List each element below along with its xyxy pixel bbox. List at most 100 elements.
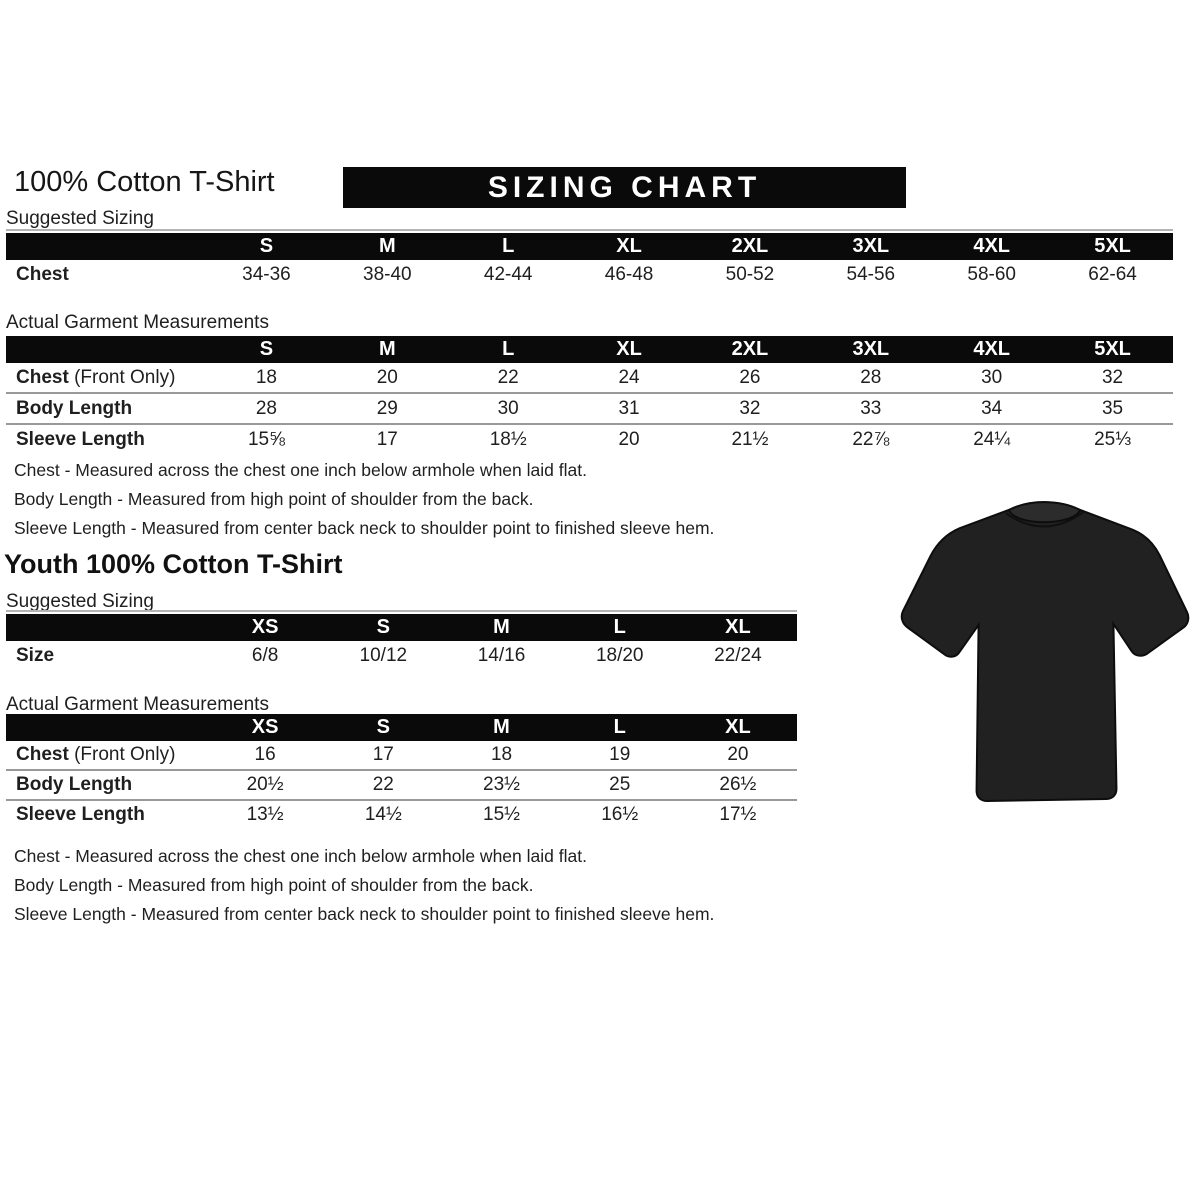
row-label-text: Size xyxy=(16,645,55,666)
note-body-length: Body Length - Measured from high point o… xyxy=(14,489,534,509)
measurement-value: 18 xyxy=(255,366,277,388)
row-label: Chest xyxy=(6,264,206,286)
adult-body-length-row: Body Length 28 29 30 31 32 33 34 35 xyxy=(6,394,1173,425)
row-label-text: Sleeve Length xyxy=(16,804,145,825)
size-header-2xl: 2XL xyxy=(731,235,769,257)
measurement-value: 35 xyxy=(1101,397,1124,419)
youth-suggested-header-row: XS S M L XL xyxy=(6,614,797,641)
chest-value: 54-56 xyxy=(846,264,896,285)
adult-suggested-table: S M L XL 2XL 3XL 4XL 5XL Chest 34-36 38-… xyxy=(6,229,1173,290)
chest-value: 50-52 xyxy=(725,264,775,285)
youth-actual-table: XS S M L XL Chest (Front Only) 16 17 18 … xyxy=(6,714,797,829)
size-header-4xl: 4XL xyxy=(973,338,1011,360)
size-value: 10/12 xyxy=(359,645,408,666)
measurement-value: 24¼ xyxy=(973,428,1011,450)
size-header-l: L xyxy=(502,235,515,257)
row-label: Chest (Front Only) xyxy=(6,367,206,389)
measurement-value: 30 xyxy=(497,397,519,419)
measurement-value: 15⅝ xyxy=(247,428,285,450)
chest-value: 46-48 xyxy=(604,264,654,285)
size-header-5xl: 5XL xyxy=(1094,235,1131,257)
measurement-value: 26 xyxy=(739,366,761,388)
row-label-suffix: (Front Only) xyxy=(68,366,176,388)
size-value: 6/8 xyxy=(251,645,279,666)
size-header-2xl: 2XL xyxy=(731,338,769,360)
youth-chest-front-row: Chest (Front Only) 16 17 18 19 20 xyxy=(6,741,797,771)
black-tshirt-image xyxy=(893,486,1195,806)
note-body-length: Body Length - Measured from high point o… xyxy=(14,875,534,895)
measurement-value: 20 xyxy=(376,366,398,388)
measurement-value: 29 xyxy=(376,397,398,419)
note-chest: Chest - Measured across the chest one in… xyxy=(14,846,587,866)
measurement-value: 20 xyxy=(618,428,640,450)
measurement-value: 17 xyxy=(376,428,398,450)
table-top-rule xyxy=(6,229,1173,231)
youth-actual-measurements-label: Actual Garment Measurements xyxy=(6,694,269,715)
size-header-s: S xyxy=(376,716,390,738)
row-label: Sleeve Length xyxy=(6,429,206,451)
size-header-xl: XL xyxy=(725,716,751,738)
row-label-text: Chest xyxy=(16,744,69,765)
youth-body-length-row: Body Length 20½ 22 23½ 25 26½ xyxy=(6,771,797,801)
measurement-value: 32 xyxy=(739,397,761,419)
measurement-value: 22 xyxy=(497,366,519,388)
measurement-value: 17½ xyxy=(719,804,757,825)
size-header-3xl: 3XL xyxy=(852,235,890,257)
measurement-value: 30 xyxy=(981,366,1003,388)
adult-actual-table: S M L XL 2XL 3XL 4XL 5XL Chest (Front On… xyxy=(6,336,1173,454)
chest-value: 38-40 xyxy=(363,264,412,285)
sizing-chart-banner: SIZING CHART xyxy=(343,167,906,208)
chest-value: 62-64 xyxy=(1088,264,1137,285)
measurement-value: 25⅓ xyxy=(1094,428,1132,450)
row-label: Sleeve Length xyxy=(6,804,206,826)
size-header-3xl: 3XL xyxy=(852,338,890,360)
note-chest: Chest - Measured across the chest one in… xyxy=(14,460,587,480)
size-header-xs: XS xyxy=(251,716,279,738)
adult-measurement-notes: Chest - Measured across the chest one in… xyxy=(14,456,714,543)
measurement-value: 18½ xyxy=(489,428,527,450)
measurement-value: 18 xyxy=(490,744,513,765)
row-label-suffix: (Front Only) xyxy=(68,744,176,765)
size-header-5xl: 5XL xyxy=(1094,338,1131,360)
measurement-value: 33 xyxy=(860,397,882,419)
row-label-text: Sleeve Length xyxy=(16,428,145,450)
chest-value: 34-36 xyxy=(242,264,291,285)
row-label-text: Chest xyxy=(16,366,69,388)
measurement-value: 15½ xyxy=(483,804,520,825)
measurement-value: 21½ xyxy=(731,428,769,450)
note-sleeve-length: Sleeve Length - Measured from center bac… xyxy=(14,518,715,538)
adult-actual-header-row: S M L XL 2XL 3XL 4XL 5XL xyxy=(6,336,1173,363)
measurement-value: 24 xyxy=(618,366,640,388)
measurement-value: 34 xyxy=(981,397,1003,419)
youth-actual-header-row: XS S M L XL xyxy=(6,714,797,741)
measurement-value: 20 xyxy=(727,744,749,765)
size-header-m: M xyxy=(493,716,510,738)
measurement-value: 16 xyxy=(254,744,276,765)
size-value: 18/20 xyxy=(595,645,644,666)
tshirt-icon xyxy=(900,501,1190,802)
size-header-l: L xyxy=(502,338,515,360)
size-header-l: L xyxy=(613,616,626,638)
measurement-value: 28 xyxy=(255,397,277,419)
adult-chest-front-row: Chest (Front Only) 18 20 22 24 26 28 30 … xyxy=(6,363,1173,394)
size-header-xl: XL xyxy=(725,616,751,638)
adult-sleeve-length-row: Sleeve Length 15⅝ 17 18½ 20 21½ 22⅞ 24¼ … xyxy=(6,425,1173,454)
measurement-value: 28 xyxy=(860,366,882,388)
row-label-text: Body Length xyxy=(16,397,133,419)
note-sleeve-length: Sleeve Length - Measured from center bac… xyxy=(14,904,715,924)
adult-actual-measurements-label: Actual Garment Measurements xyxy=(6,312,269,333)
youth-title: Youth 100% Cotton T-Shirt xyxy=(4,549,343,579)
measurement-value: 19 xyxy=(609,744,631,765)
size-header-xl: XL xyxy=(616,338,642,360)
youth-suggested-table: XS S M L XL Size 6/8 10/12 14/16 18/20 2… xyxy=(6,610,797,671)
adult-suggested-header-row: S M L XL 2XL 3XL 4XL 5XL xyxy=(6,233,1173,260)
measurement-value: 22 xyxy=(372,774,394,795)
size-header-s: S xyxy=(259,338,274,360)
measurement-value: 22⅞ xyxy=(852,428,890,450)
youth-measurement-notes: Chest - Measured across the chest one in… xyxy=(14,842,714,929)
measurement-value: 26½ xyxy=(719,774,757,795)
measurement-value: 20½ xyxy=(246,774,284,795)
size-header-4xl: 4XL xyxy=(973,235,1011,257)
size-header-s: S xyxy=(259,235,274,257)
row-label: Chest (Front Only) xyxy=(6,744,206,766)
